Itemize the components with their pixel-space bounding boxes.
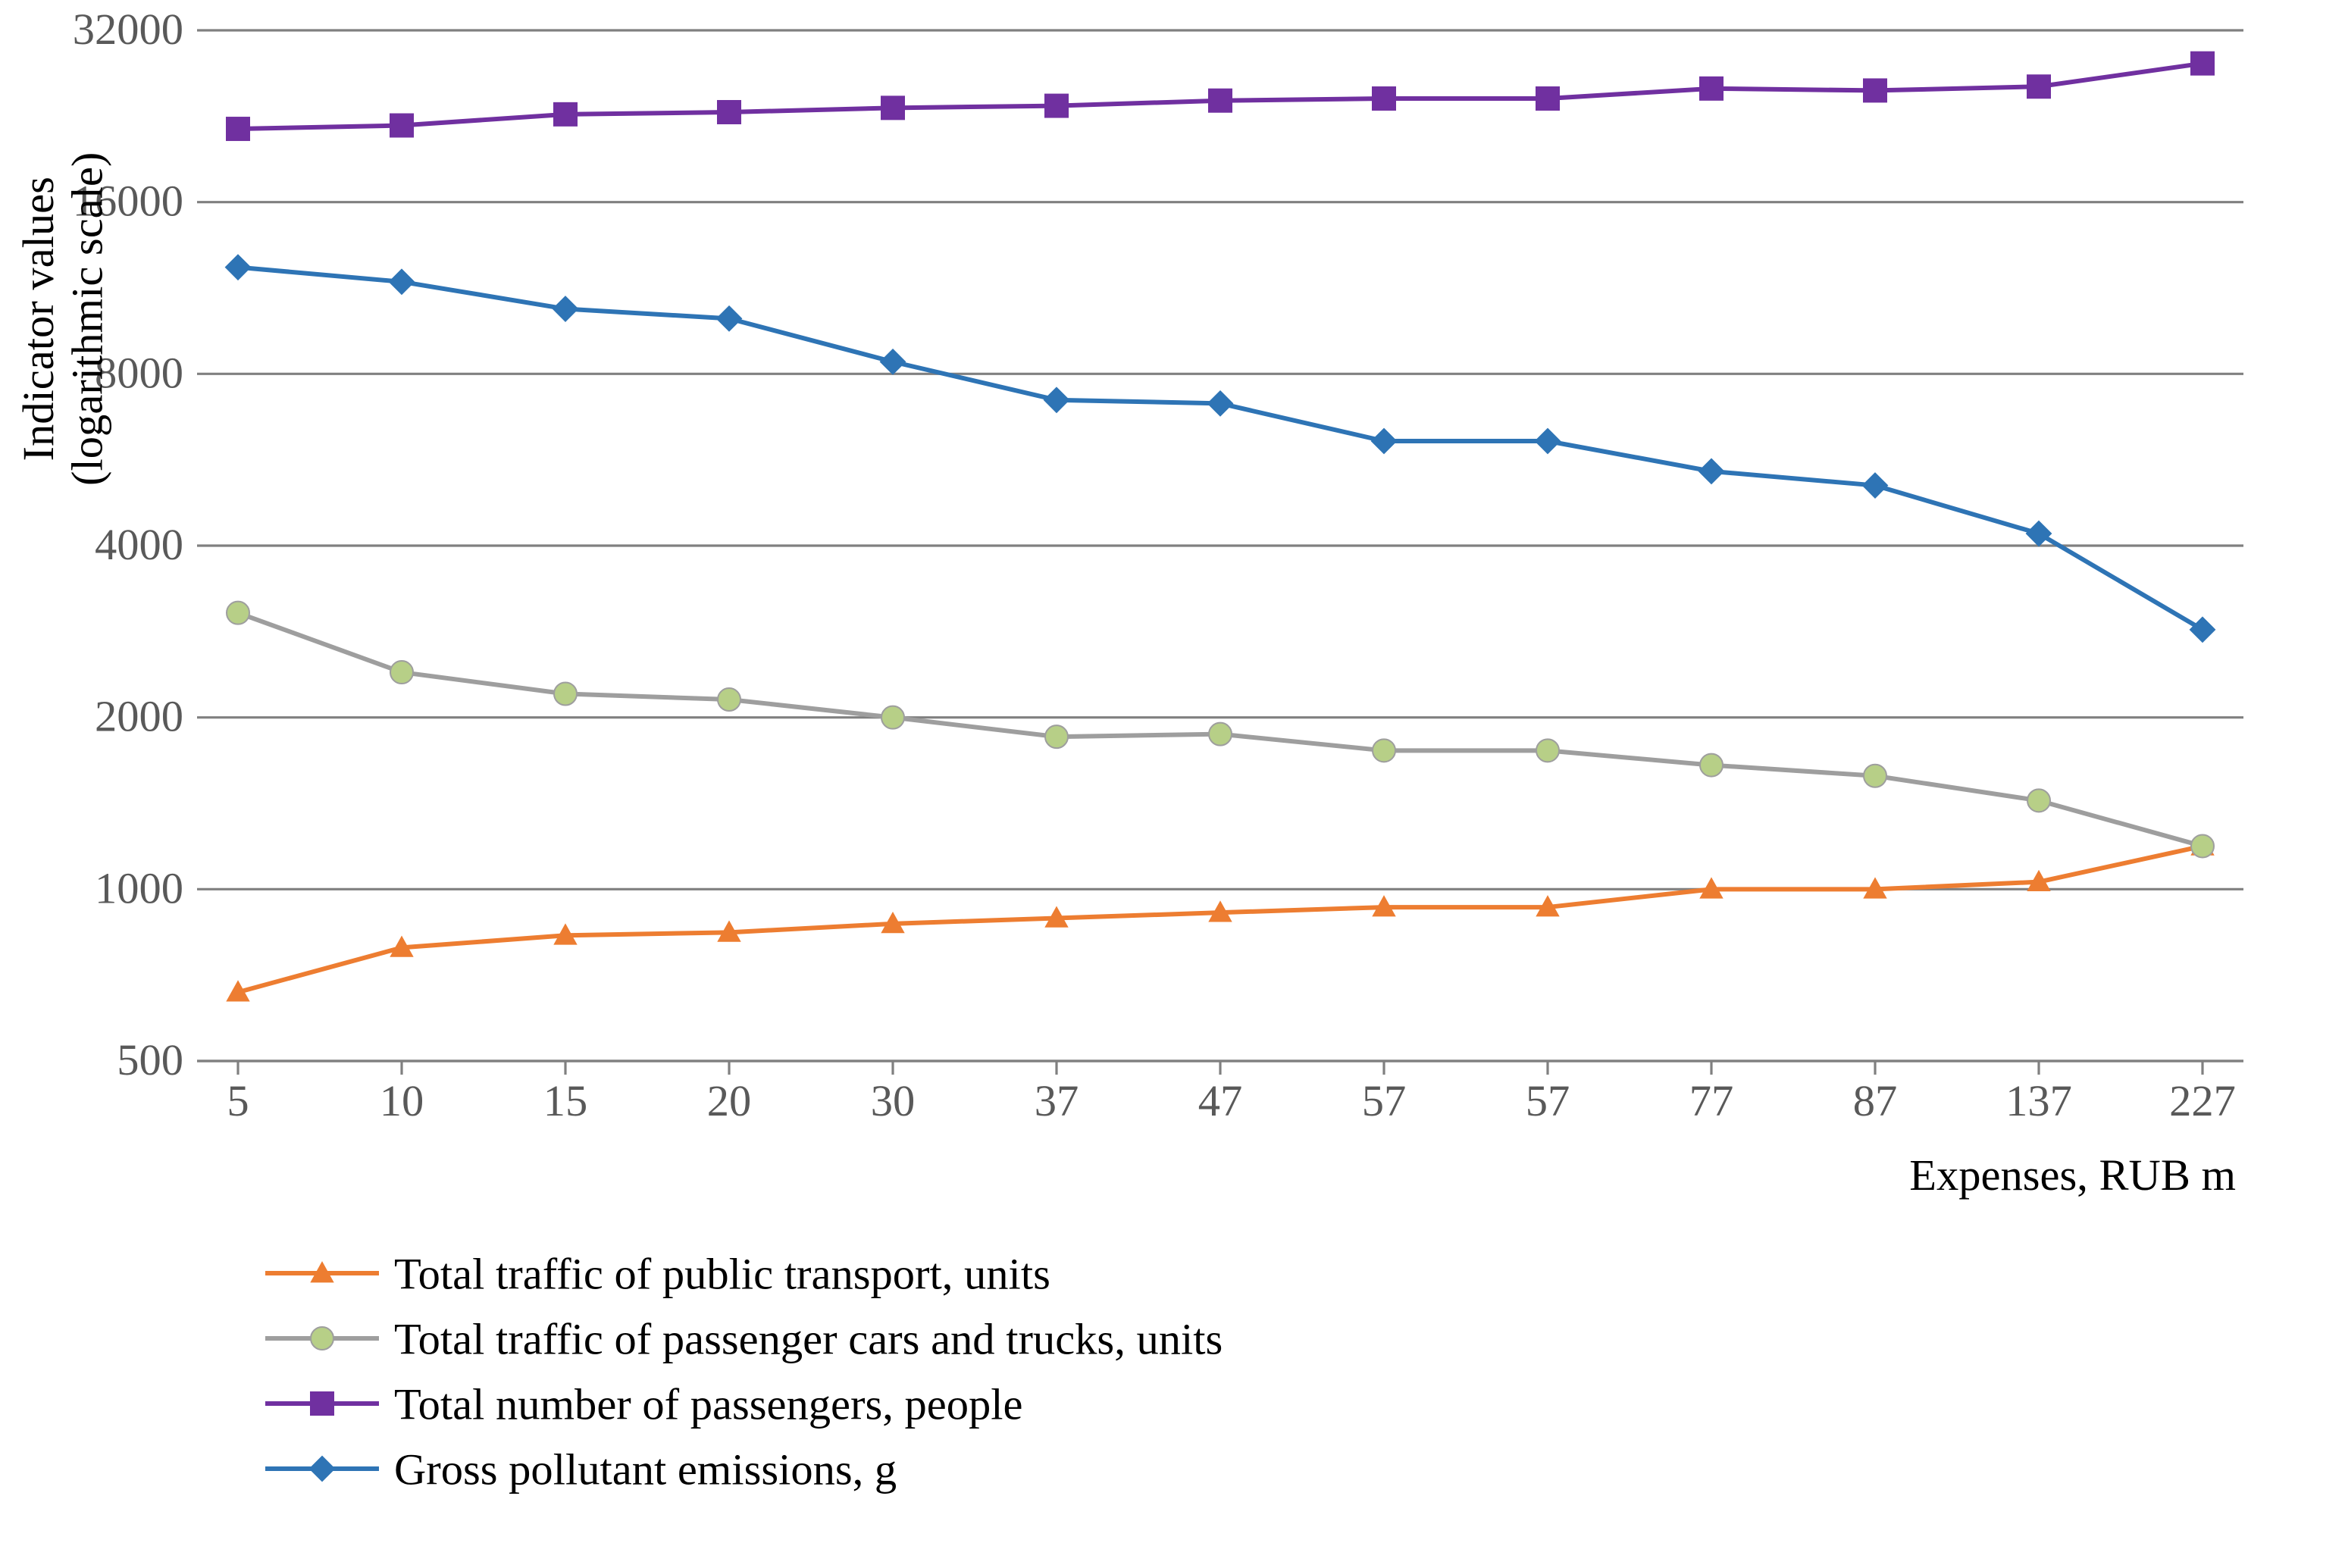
x-tick-label: 5 [227,1076,249,1125]
x-tick-label: 47 [1198,1076,1243,1125]
y-tick-label: 4000 [95,520,183,569]
chart-container: 5 10 15 20 30 37 47 57 57 77 87 137 227 500 1000 2000 40… [0,0,2345,1564]
x-tick-label: 10 [380,1076,424,1125]
x-tick-label: 15 [543,1076,588,1125]
x-axis-label: Expenses, RUB m [1909,1150,2236,1200]
y-tick-label: 32000 [73,5,183,54]
y-tick-label: 2000 [95,692,183,741]
legend-item-label: Total traffic of public transport, units [394,1249,1050,1298]
x-tick-label: 227 [2169,1076,2236,1125]
legend: Total traffic of public transport, units… [265,1249,1223,1494]
x-tick-label: 57 [1362,1076,1407,1125]
legend-item-label: Gross pollutant emissions, g [394,1444,897,1494]
x-tick-label: 30 [871,1076,916,1125]
x-tick-label: 77 [1689,1076,1734,1125]
y-tick-label: 1000 [95,863,183,912]
x-tick-label: 37 [1035,1076,1079,1125]
y-tick-label: 500 [117,1035,183,1084]
x-tick-label: 20 [707,1076,752,1125]
x-tick-label: 87 [1853,1076,1898,1125]
y-axis-title: Indicator values(logarithmic scale) [14,152,111,486]
x-ticks: 5 10 15 20 30 37 47 57 57 77 87 137 227 [227,1061,2236,1125]
x-tick-label: 57 [1526,1076,1570,1125]
chart-svg: 5 10 15 20 30 37 47 57 57 77 87 137 227 500 1000 2000 40… [0,0,2345,1564]
legend-item-label: Total traffic of passenger cars and truc… [394,1314,1223,1363]
x-tick-label: 137 [2005,1076,2072,1125]
legend-item-label: Total number of passengers, people [394,1379,1023,1429]
